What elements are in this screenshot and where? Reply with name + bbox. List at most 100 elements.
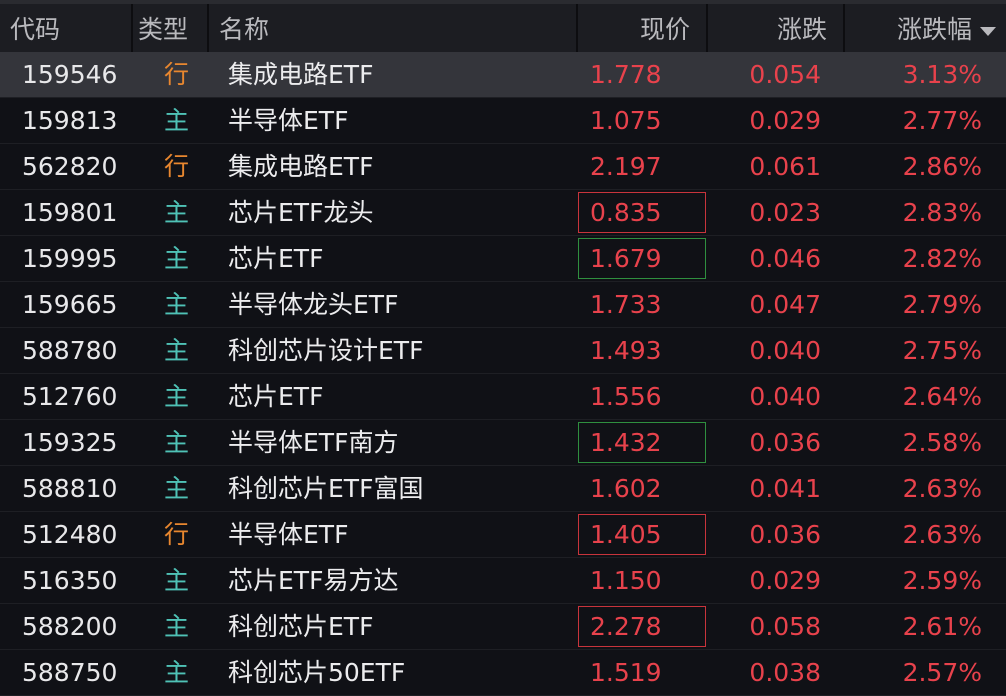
table-row[interactable]: 588810 主 科创芯片ETF富国 1.602 0.041 2.63%: [0, 466, 1006, 512]
pct-cell: 2.64%: [902, 382, 982, 411]
price-cell: 1.679: [590, 244, 662, 273]
code-cell: 588750: [22, 658, 118, 687]
type-cell: 主: [164, 244, 190, 273]
price-cell: 1.556: [590, 382, 662, 411]
table-row[interactable]: 588200 主 科创芯片ETF 2.278 0.058 2.61%: [0, 604, 1006, 650]
table-row[interactable]: 159546 行 集成电路ETF 1.778 0.054 3.13%: [0, 52, 1006, 98]
change-cell: 0.038: [749, 658, 821, 687]
price-highlight-box: [578, 606, 706, 647]
table-row[interactable]: 588750 主 科创芯片50ETF 1.519 0.038 2.57%: [0, 650, 1006, 696]
header-pct[interactable]: 涨跌幅: [845, 4, 1006, 52]
price-highlight-box: [578, 238, 706, 279]
table-row[interactable]: 159801 主 芯片ETF龙头 0.835 0.023 2.83%: [0, 190, 1006, 236]
change-cell: 0.036: [749, 428, 821, 457]
table-row[interactable]: 512760 主 芯片ETF 1.556 0.040 2.64%: [0, 374, 1006, 420]
code-cell: 159995: [22, 244, 118, 273]
price-cell: 1.778: [590, 60, 662, 89]
type-cell: 主: [164, 474, 190, 503]
triangle-down-icon: [980, 26, 996, 36]
header-code[interactable]: 代码: [0, 4, 133, 52]
type-cell: 主: [164, 290, 190, 319]
header-name[interactable]: 名称: [209, 4, 578, 52]
change-cell: 0.029: [749, 566, 821, 595]
table-row[interactable]: 159813 主 半导体ETF 1.075 0.029 2.77%: [0, 98, 1006, 144]
pct-cell: 2.63%: [902, 474, 982, 503]
code-cell: 159813: [22, 106, 118, 135]
change-cell: 0.036: [749, 520, 821, 549]
price-highlight-box: [578, 422, 706, 463]
price-highlight-box: [578, 514, 706, 555]
name-cell: 科创芯片50ETF: [228, 658, 406, 687]
table-row[interactable]: 159325 主 半导体ETF南方 1.432 0.036 2.58%: [0, 420, 1006, 466]
header-change[interactable]: 涨跌: [708, 4, 845, 52]
code-cell: 516350: [22, 566, 118, 595]
name-cell: 半导体ETF: [228, 520, 349, 549]
table-row[interactable]: 562820 行 集成电路ETF 2.197 0.061 2.86%: [0, 144, 1006, 190]
change-cell: 0.054: [749, 60, 821, 89]
code-cell: 588810: [22, 474, 118, 503]
table-row[interactable]: 588780 主 科创芯片设计ETF 1.493 0.040 2.75%: [0, 328, 1006, 374]
change-cell: 0.046: [749, 244, 821, 273]
code-cell: 588200: [22, 612, 118, 641]
change-cell: 0.041: [749, 474, 821, 503]
pct-cell: 2.57%: [902, 658, 982, 687]
header-type[interactable]: 类型: [133, 4, 209, 52]
price-cell: 1.405: [590, 520, 662, 549]
name-cell: 半导体ETF: [228, 106, 349, 135]
price-cell: 0.835: [590, 198, 662, 227]
code-cell: 159546: [22, 60, 118, 89]
pct-cell: 2.82%: [902, 244, 982, 273]
code-cell: 588780: [22, 336, 118, 365]
name-cell: 芯片ETF: [228, 244, 324, 273]
price-highlight-box: [578, 192, 706, 233]
code-cell: 159801: [22, 198, 118, 227]
type-cell: 主: [164, 658, 190, 687]
code-cell: 512760: [22, 382, 118, 411]
type-cell: 主: [164, 382, 190, 411]
name-cell: 半导体ETF南方: [228, 428, 399, 457]
pct-cell: 3.13%: [902, 60, 982, 89]
change-cell: 0.058: [749, 612, 821, 641]
change-cell: 0.047: [749, 290, 821, 319]
table-row[interactable]: 159995 主 芯片ETF 1.679 0.046 2.82%: [0, 236, 1006, 282]
name-cell: 半导体龙头ETF: [228, 290, 399, 319]
pct-cell: 2.63%: [902, 520, 982, 549]
table-row[interactable]: 516350 主 芯片ETF易方达 1.150 0.029 2.59%: [0, 558, 1006, 604]
table-row[interactable]: 159665 主 半导体龙头ETF 1.733 0.047 2.79%: [0, 282, 1006, 328]
name-cell: 芯片ETF龙头: [228, 198, 374, 227]
name-cell: 芯片ETF易方达: [228, 566, 399, 595]
price-cell: 1.519: [590, 658, 662, 687]
price-cell: 1.602: [590, 474, 662, 503]
type-cell: 行: [164, 520, 190, 549]
name-cell: 集成电路ETF: [228, 60, 374, 89]
type-cell: 主: [164, 612, 190, 641]
pct-cell: 2.83%: [902, 198, 982, 227]
type-cell: 主: [164, 198, 190, 227]
change-cell: 0.061: [749, 152, 821, 181]
pct-cell: 2.58%: [902, 428, 982, 457]
pct-cell: 2.77%: [902, 106, 982, 135]
name-cell: 科创芯片ETF富国: [228, 474, 424, 503]
price-cell: 2.197: [590, 152, 662, 181]
price-cell: 1.733: [590, 290, 662, 319]
table-header: 代码 类型 名称 现价 涨跌 涨跌幅: [0, 0, 1006, 52]
change-cell: 0.029: [749, 106, 821, 135]
price-cell: 1.493: [590, 336, 662, 365]
price-cell: 1.075: [590, 106, 662, 135]
header-price[interactable]: 现价: [578, 4, 708, 52]
code-cell: 512480: [22, 520, 118, 549]
name-cell: 科创芯片ETF: [228, 612, 374, 641]
pct-cell: 2.59%: [902, 566, 982, 595]
type-cell: 主: [164, 428, 190, 457]
type-cell: 主: [164, 106, 190, 135]
pct-cell: 2.79%: [902, 290, 982, 319]
etf-table-body: 159546 行集成电路ETF 1.778 0.054 3.13% 159813 主半导体E…: [0, 52, 1006, 696]
price-cell: 1.150: [590, 566, 662, 595]
pct-cell: 2.61%: [902, 612, 982, 641]
table-row[interactable]: 512480 行 半导体ETF 1.405 0.036 2.63%: [0, 512, 1006, 558]
pct-cell: 2.86%: [902, 152, 982, 181]
change-cell: 0.040: [749, 336, 821, 365]
header-pct-label: 涨跌幅: [896, 15, 972, 44]
code-cell: 159325: [22, 428, 118, 457]
name-cell: 科创芯片设计ETF: [228, 336, 424, 365]
